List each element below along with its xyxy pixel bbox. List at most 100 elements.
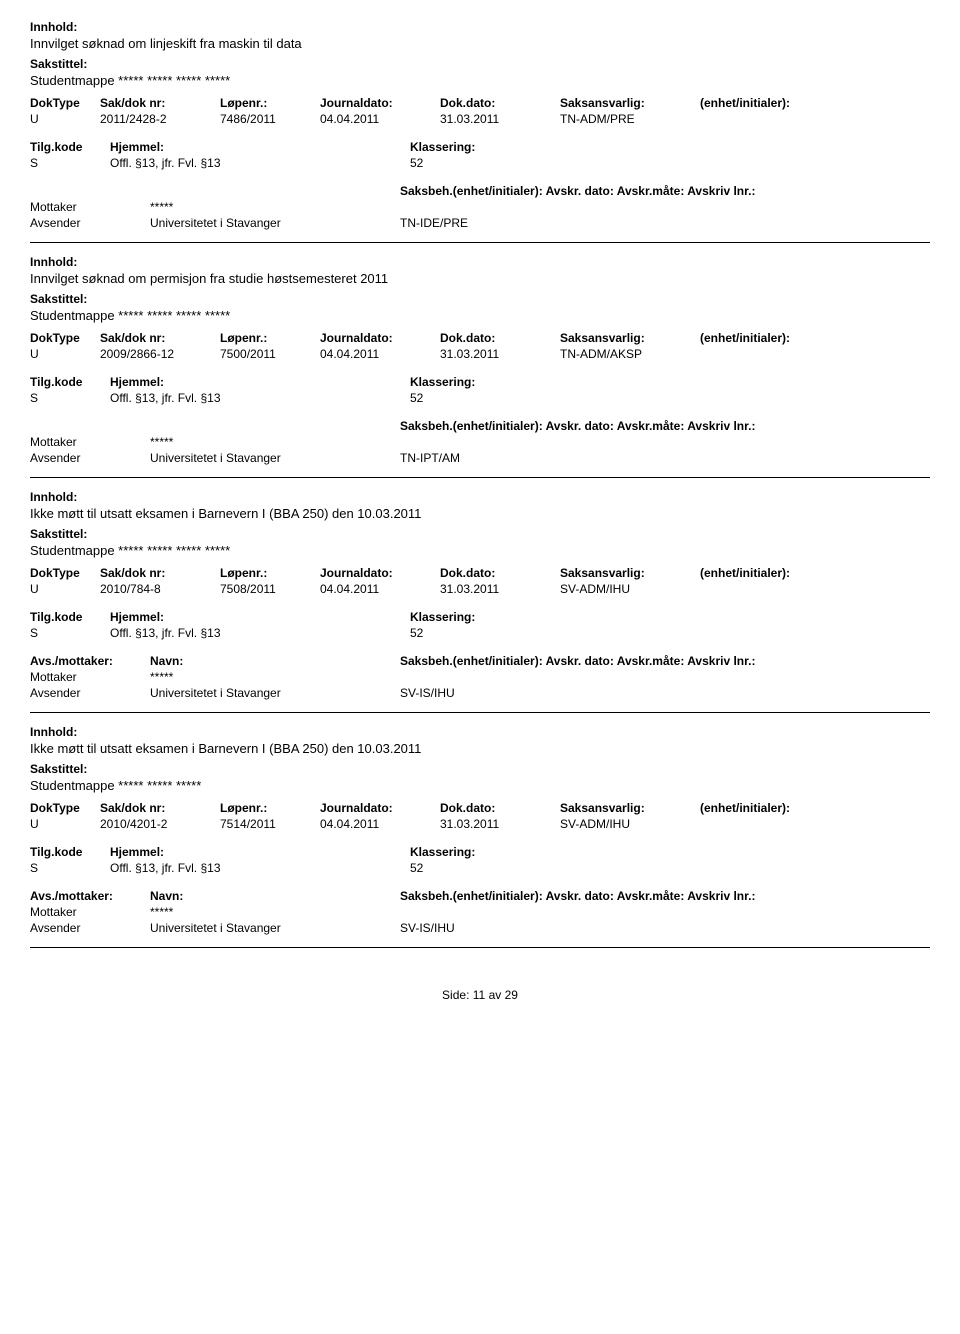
avsmottaker-header: Avs./mottaker: xyxy=(30,654,150,668)
enhet-header: (enhet/initialer): xyxy=(700,331,860,345)
tilgkode-header: Tilg.kode xyxy=(30,140,110,154)
doc-data-row: U2010/4201-27514/201104.04.201131.03.201… xyxy=(30,817,930,831)
journal-record: Innhold:Innvilget søknad om permisjon fr… xyxy=(30,255,930,465)
sakstittel-value: Studentmappe ***** ***** ***** ***** xyxy=(30,73,930,88)
saksbeh-header-combined: Saksbeh.(enhet/initialer): Avskr. dato: … xyxy=(400,184,755,198)
doc-header-row: DokTypeSak/dok nr:Løpenr.:Journaldato:Do… xyxy=(30,801,930,815)
doktype-header: DokType xyxy=(30,566,100,580)
saknr-value: 2010/4201-2 xyxy=(100,817,220,831)
sakstittel-value: Studentmappe ***** ***** ***** ***** xyxy=(30,543,930,558)
dokdato-header: Dok.dato: xyxy=(440,801,560,815)
journaldato-value: 04.04.2011 xyxy=(320,582,440,596)
dokdato-header: Dok.dato: xyxy=(440,96,560,110)
innhold-value: Innvilget søknad om linjeskift fra maski… xyxy=(30,36,930,51)
doktype-value: U xyxy=(30,347,100,361)
footer-side-label: Side: xyxy=(442,988,469,1002)
footer-page-total: 29 xyxy=(505,988,518,1002)
avs-header-row: Avs./mottaker:Navn:Saksbeh.(enhet/initia… xyxy=(30,654,930,668)
innhold-label: Innhold: xyxy=(30,20,930,34)
tilgkode-value: S xyxy=(30,156,110,170)
enhet-value xyxy=(700,112,860,126)
navn-header: Navn: xyxy=(150,889,400,903)
tilg-header-row: Tilg.kodeHjemmel:Klassering: xyxy=(30,610,930,624)
journaldato-value: 04.04.2011 xyxy=(320,112,440,126)
sakstittel-label: Sakstittel: xyxy=(30,762,930,776)
mottaker-label: Mottaker xyxy=(30,670,150,684)
footer-page-current: 11 xyxy=(473,988,485,1002)
mottaker-row: Mottaker***** xyxy=(30,200,930,214)
hjemmel-header: Hjemmel: xyxy=(110,375,410,389)
tilg-header-row: Tilg.kodeHjemmel:Klassering: xyxy=(30,375,930,389)
hjemmel-value: Offl. §13, jfr. Fvl. §13 xyxy=(110,391,410,405)
enhet-value xyxy=(700,817,860,831)
mottaker-label: Mottaker xyxy=(30,200,150,214)
saksbeh-value: TN-IPT/AM xyxy=(400,451,460,465)
klassering-header: Klassering: xyxy=(410,140,475,154)
hjemmel-header: Hjemmel: xyxy=(110,140,410,154)
hjemmel-header: Hjemmel: xyxy=(110,845,410,859)
doktype-value: U xyxy=(30,817,100,831)
journal-record: Innhold:Ikke møtt til utsatt eksamen i B… xyxy=(30,725,930,935)
record-divider xyxy=(30,712,930,713)
doktype-value: U xyxy=(30,582,100,596)
saknr-header: Sak/dok nr: xyxy=(100,331,220,345)
doktype-header: DokType xyxy=(30,96,100,110)
enhet-header: (enhet/initialer): xyxy=(700,96,860,110)
avsender-navn: Universitetet i Stavanger xyxy=(150,451,400,465)
avs-header-row: Avs./mottaker:Navn:Saksbeh.(enhet/initia… xyxy=(30,889,930,903)
lopenr-header: Løpenr.: xyxy=(220,801,320,815)
avsender-label: Avsender xyxy=(30,451,150,465)
avs-header-row: Saksbeh.(enhet/initialer): Avskr. dato: … xyxy=(30,419,930,433)
avsender-row: AvsenderUniversitetet i StavangerTN-IPT/… xyxy=(30,451,930,465)
klassering-value: 52 xyxy=(410,626,423,640)
doc-data-row: U2011/2428-27486/201104.04.201131.03.201… xyxy=(30,112,930,126)
navn-header: Navn: xyxy=(150,654,400,668)
journaldato-header: Journaldato: xyxy=(320,801,440,815)
dokdato-value: 31.03.2011 xyxy=(440,112,560,126)
klassering-value: 52 xyxy=(410,391,423,405)
mottaker-row: Mottaker***** xyxy=(30,435,930,449)
tilg-data-row: SOffl. §13, jfr. Fvl. §1352 xyxy=(30,391,930,405)
lopenr-value: 7508/2011 xyxy=(220,582,320,596)
lopenr-value: 7500/2011 xyxy=(220,347,320,361)
doc-header-row: DokTypeSak/dok nr:Løpenr.:Journaldato:Do… xyxy=(30,566,930,580)
saksbeh-value: TN-IDE/PRE xyxy=(400,216,468,230)
lopenr-header: Løpenr.: xyxy=(220,566,320,580)
klassering-header: Klassering: xyxy=(410,610,475,624)
journaldato-header: Journaldato: xyxy=(320,96,440,110)
enhet-header: (enhet/initialer): xyxy=(700,566,860,580)
innhold-label: Innhold: xyxy=(30,725,930,739)
doc-header-row: DokTypeSak/dok nr:Løpenr.:Journaldato:Do… xyxy=(30,96,930,110)
tilgkode-value: S xyxy=(30,626,110,640)
sakstittel-label: Sakstittel: xyxy=(30,57,930,71)
dokdato-value: 31.03.2011 xyxy=(440,347,560,361)
mottaker-label: Mottaker xyxy=(30,435,150,449)
tilg-data-row: SOffl. §13, jfr. Fvl. §1352 xyxy=(30,626,930,640)
page-footer: Side: 11 av 29 xyxy=(30,988,930,1002)
avsmottaker-header: Avs./mottaker: xyxy=(30,889,150,903)
enhet-value xyxy=(700,347,860,361)
innhold-label: Innhold: xyxy=(30,490,930,504)
avs-header-row: Saksbeh.(enhet/initialer): Avskr. dato: … xyxy=(30,184,930,198)
saksbeh-value: SV-IS/IHU xyxy=(400,686,455,700)
hjemmel-value: Offl. §13, jfr. Fvl. §13 xyxy=(110,156,410,170)
dokdato-value: 31.03.2011 xyxy=(440,582,560,596)
lopenr-value: 7486/2011 xyxy=(220,112,320,126)
journaldato-header: Journaldato: xyxy=(320,331,440,345)
innhold-label: Innhold: xyxy=(30,255,930,269)
tilg-data-row: SOffl. §13, jfr. Fvl. §1352 xyxy=(30,156,930,170)
saknr-value: 2011/2428-2 xyxy=(100,112,220,126)
saksbeh-value: SV-IS/IHU xyxy=(400,921,455,935)
doc-data-row: U2010/784-87508/201104.04.201131.03.2011… xyxy=(30,582,930,596)
hjemmel-header: Hjemmel: xyxy=(110,610,410,624)
lopenr-value: 7514/2011 xyxy=(220,817,320,831)
klassering-value: 52 xyxy=(410,861,423,875)
mottaker-row: Mottaker***** xyxy=(30,905,930,919)
hjemmel-value: Offl. §13, jfr. Fvl. §13 xyxy=(110,861,410,875)
dokdato-header: Dok.dato: xyxy=(440,331,560,345)
avsender-row: AvsenderUniversitetet i StavangerSV-IS/I… xyxy=(30,921,930,935)
saksansvarlig-value: SV-ADM/IHU xyxy=(560,582,700,596)
saksbeh-header-combined: Saksbeh.(enhet/initialer): Avskr. dato: … xyxy=(400,889,755,903)
tilgkode-header: Tilg.kode xyxy=(30,375,110,389)
avsender-navn: Universitetet i Stavanger xyxy=(150,686,400,700)
